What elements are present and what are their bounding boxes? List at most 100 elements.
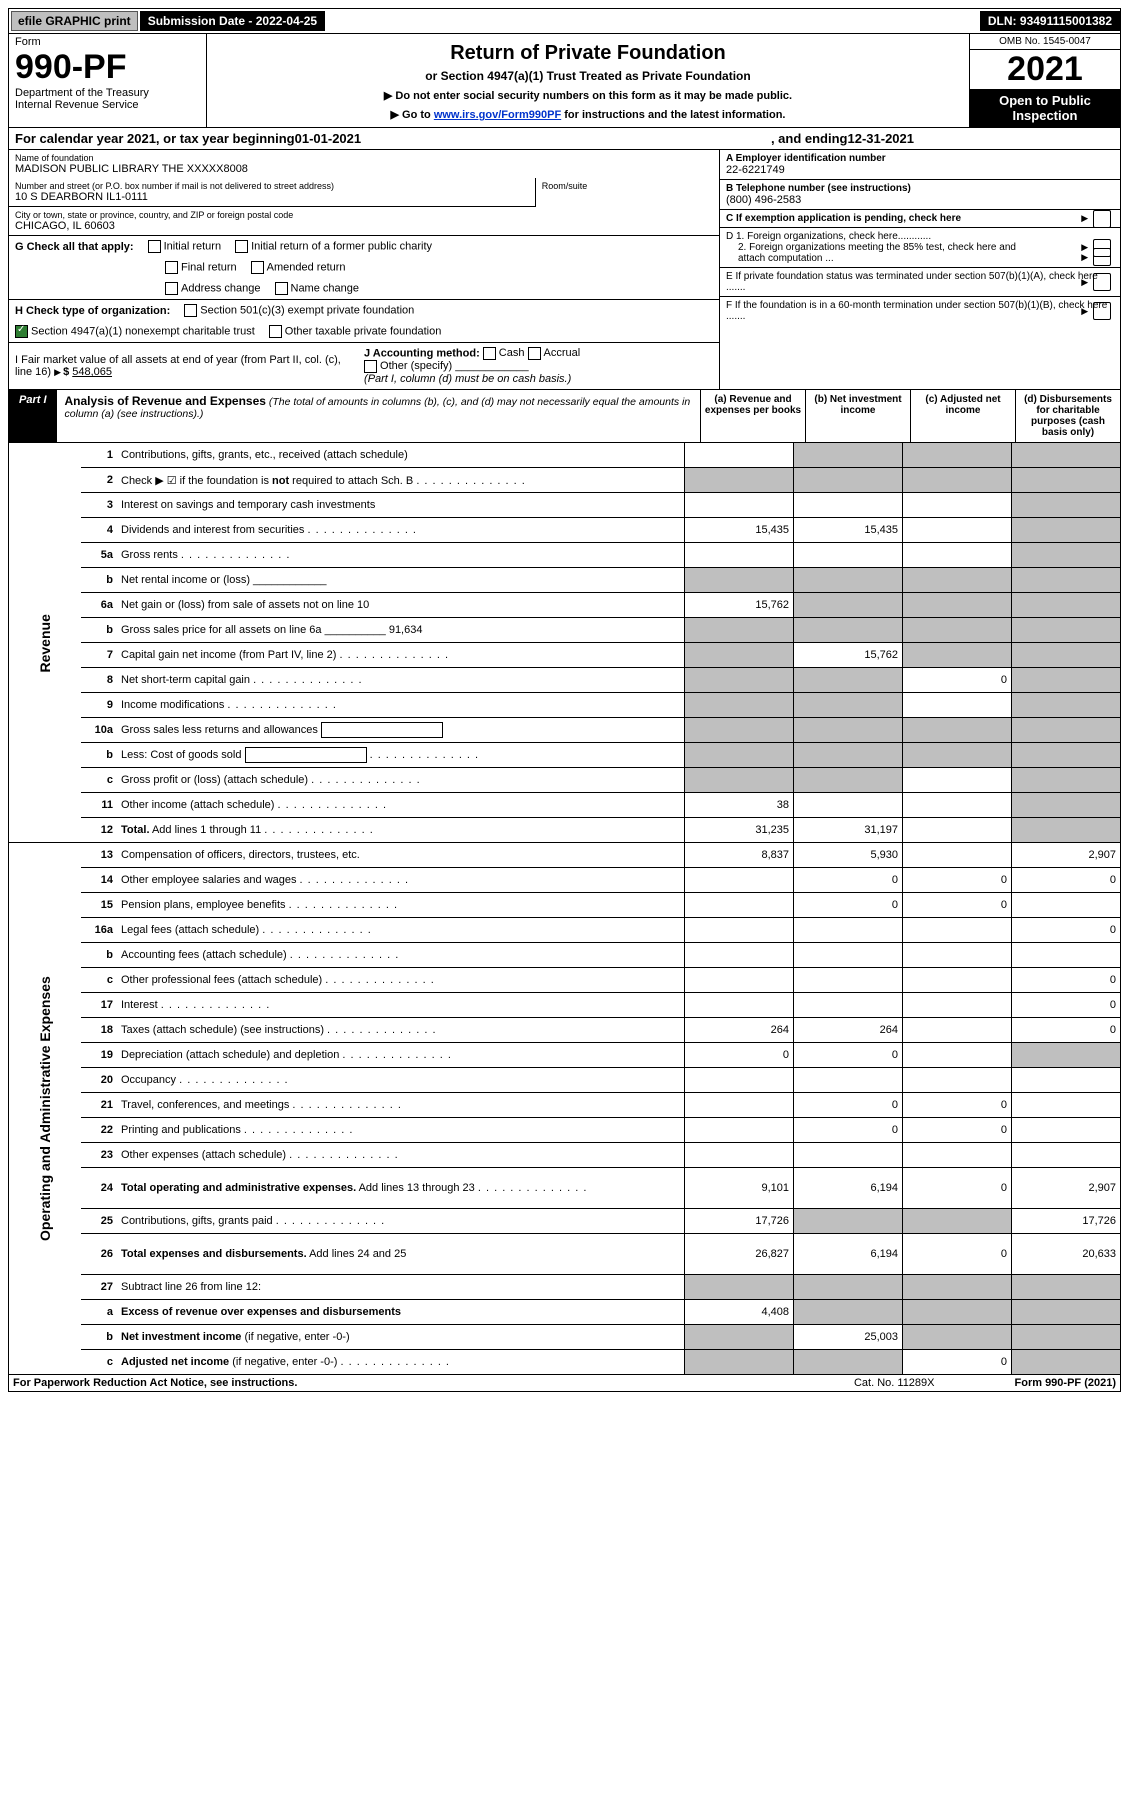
chk-cash[interactable] [483, 347, 496, 360]
cell-shaded [685, 693, 794, 718]
form-title: Return of Private Foundation [215, 42, 961, 65]
cell-shaded [1012, 493, 1121, 518]
ein-label: A Employer identification number [726, 153, 886, 164]
chk-initial-former[interactable] [235, 240, 248, 253]
cell-amount [903, 768, 1012, 793]
chk-other-method[interactable] [364, 360, 377, 373]
chk-85pct-test[interactable] [1093, 248, 1111, 266]
d2-label: 2. Foreign organizations meeting the 85%… [738, 242, 1038, 264]
part-1-table: Revenue1Contributions, gifts, grants, et… [8, 443, 1121, 1375]
efile-print-button[interactable]: efile GRAPHIC print [11, 11, 138, 31]
chk-60month-term[interactable] [1093, 302, 1111, 320]
chk-final-return[interactable] [165, 261, 178, 274]
j-opt-2: Other (specify) [380, 360, 452, 372]
cell-amount [685, 1118, 794, 1143]
cell-amount: 0 [794, 1118, 903, 1143]
open-to-public-badge: Open to Public Inspection [970, 89, 1120, 127]
row-number: 10a [81, 718, 117, 743]
calyear-text-b: , and ending [771, 131, 848, 146]
ein-value: 22-6221749 [726, 164, 785, 176]
cell-amount: 8,837 [685, 843, 794, 868]
chk-name-change[interactable] [275, 282, 288, 295]
cell-amount: 5,930 [794, 843, 903, 868]
cell-shaded [794, 593, 903, 618]
header-note-2: ▶ Go to www.irs.gov/Form990PF for instru… [215, 108, 961, 121]
footer-right: Form 990-PF (2021) [1015, 1377, 1117, 1389]
form-subtitle: or Section 4947(a)(1) Trust Treated as P… [215, 69, 961, 83]
cell-amount [1012, 1068, 1121, 1093]
cell-amount: 4,408 [685, 1300, 794, 1325]
row-number: 9 [81, 693, 117, 718]
table-row: 24Total operating and administrative exp… [9, 1168, 1121, 1209]
col-header-a: (a) Revenue and expenses per books [700, 390, 805, 442]
cell-amount: 0 [794, 868, 903, 893]
row-number: 7 [81, 643, 117, 668]
foundation-name: MADISON PUBLIC LIBRARY THE XXXXX8008 [15, 163, 713, 175]
cell-shaded [903, 643, 1012, 668]
row-description: Income modifications [117, 693, 685, 718]
g-opt-3: Amended return [267, 261, 346, 273]
row-description: Gross sales price for all assets on line… [117, 618, 685, 643]
cell-amount: 17,726 [685, 1209, 794, 1234]
cell-amount [903, 1143, 1012, 1168]
chk-amended-return[interactable] [251, 261, 264, 274]
chk-status-terminated[interactable] [1093, 273, 1111, 291]
header-left: Form 990-PF Department of the Treasury I… [9, 34, 207, 127]
j-opt-0: Cash [499, 347, 525, 359]
chk-exemption-pending[interactable] [1093, 210, 1111, 228]
d1-label: D 1. Foreign organizations, check here..… [726, 231, 931, 242]
cell-shaded [685, 743, 794, 768]
instructions-link[interactable]: www.irs.gov/Form990PF [434, 109, 561, 121]
chk-4947a1[interactable] [15, 325, 28, 338]
row-number: 5a [81, 543, 117, 568]
row-description: Other income (attach schedule) [117, 793, 685, 818]
g-opt-1: Initial return of a former public charit… [251, 240, 432, 252]
chk-initial-return[interactable] [148, 240, 161, 253]
cell-amount: 0 [903, 1093, 1012, 1118]
row-number: 12 [81, 818, 117, 843]
table-row: cGross profit or (loss) (attach schedule… [9, 768, 1121, 793]
table-row: 8Net short-term capital gain 0 [9, 668, 1121, 693]
row-number: 2 [81, 468, 117, 493]
cell-shaded [794, 743, 903, 768]
chk-other-taxable[interactable] [269, 325, 282, 338]
cell-shaded [685, 768, 794, 793]
col-header-b: (b) Net investment income [805, 390, 910, 442]
g-label: G Check all that apply: [15, 241, 134, 253]
cell-amount: 0 [794, 1043, 903, 1068]
cell-amount: 0 [1012, 1018, 1121, 1043]
cell-amount [1012, 943, 1121, 968]
cell-amount: 0 [903, 1118, 1012, 1143]
calendar-year-row: For calendar year 2021, or tax year begi… [8, 128, 1121, 150]
table-row: aExcess of revenue over expenses and dis… [9, 1300, 1121, 1325]
dln-value: 93491115001382 [1020, 14, 1112, 28]
cell-amount [685, 943, 794, 968]
cell-amount [794, 968, 903, 993]
row-description: Net rental income or (loss) ____________ [117, 568, 685, 593]
dln-badge: DLN: 93491115001382 [980, 11, 1120, 31]
row-description: Gross sales less returns and allowances [117, 718, 685, 743]
cell-amount: 15,435 [685, 518, 794, 543]
table-row: 27Subtract line 26 from line 12: [9, 1275, 1121, 1300]
cell-shaded [1012, 1350, 1121, 1375]
chk-address-change[interactable] [165, 282, 178, 295]
room-label: Room/suite [542, 181, 713, 191]
cell-amount: 0 [903, 668, 1012, 693]
cell-amount [794, 918, 903, 943]
chk-501c3[interactable] [184, 304, 197, 317]
section-h: H Check type of organization: Section 50… [9, 300, 719, 343]
cell-amount [903, 918, 1012, 943]
row-number: 1 [81, 443, 117, 468]
f-label: F If the foundation is in a 60-month ter… [726, 300, 1107, 322]
cell-shaded [685, 618, 794, 643]
cell-amount: 6,194 [794, 1168, 903, 1209]
cell-amount: 31,197 [794, 818, 903, 843]
chk-accrual[interactable] [528, 347, 541, 360]
identity-block: Name of foundation MADISON PUBLIC LIBRAR… [8, 150, 1121, 390]
cell-amount: 2,907 [1012, 1168, 1121, 1209]
dept-treasury: Department of the Treasury [15, 87, 200, 99]
cell-shaded [903, 1209, 1012, 1234]
row-description: Other employee salaries and wages [117, 868, 685, 893]
cell-shaded [1012, 518, 1121, 543]
pointer-icon [54, 366, 63, 378]
